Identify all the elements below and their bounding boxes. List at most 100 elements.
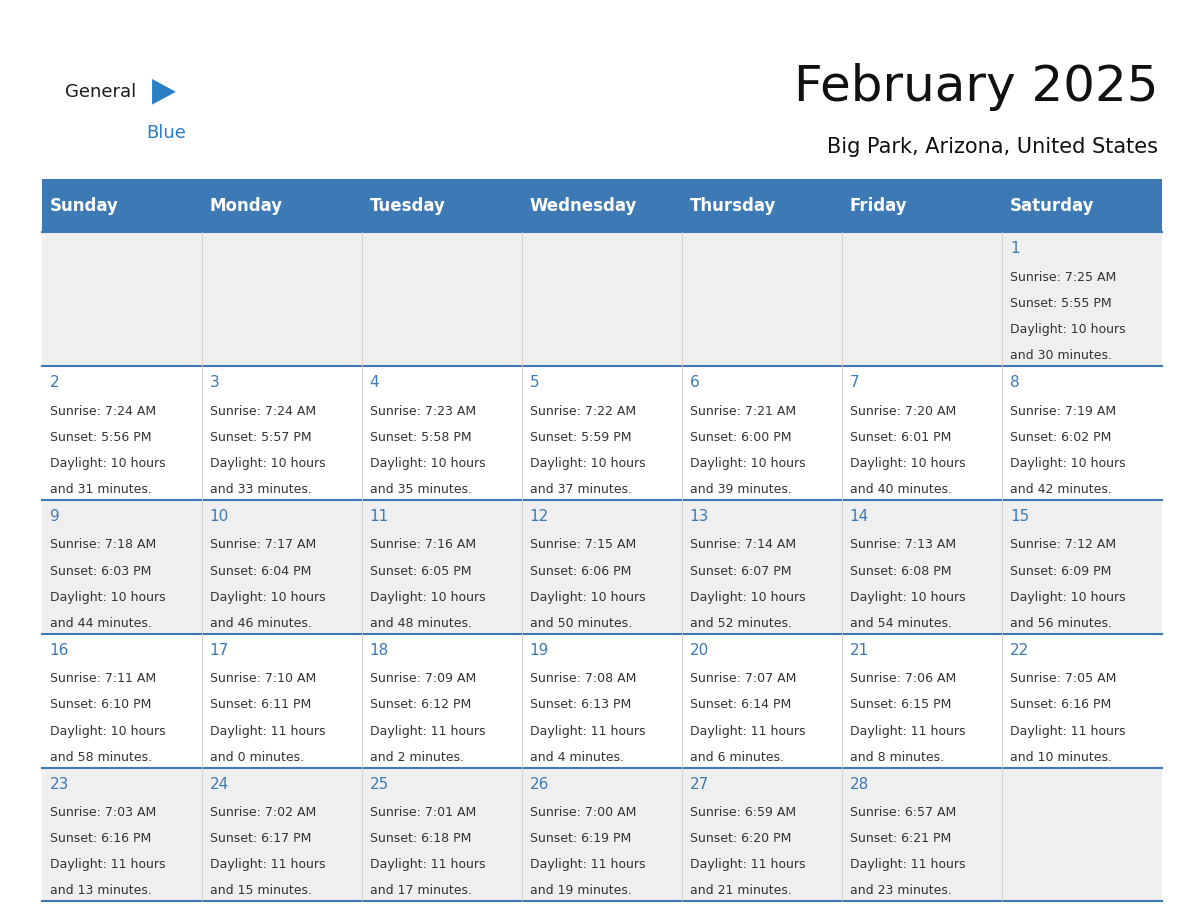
Text: Sunrise: 7:21 AM: Sunrise: 7:21 AM: [690, 405, 796, 418]
Text: Sunrise: 7:12 AM: Sunrise: 7:12 AM: [1010, 539, 1116, 552]
Text: and 35 minutes.: and 35 minutes.: [369, 483, 472, 496]
Text: 5: 5: [530, 375, 539, 390]
Text: Sunset: 6:01 PM: Sunset: 6:01 PM: [849, 431, 952, 443]
Text: Sunrise: 7:23 AM: Sunrise: 7:23 AM: [369, 405, 475, 418]
Text: Daylight: 11 hours: Daylight: 11 hours: [50, 858, 165, 871]
Text: February 2025: February 2025: [794, 63, 1158, 111]
Text: 18: 18: [369, 643, 388, 658]
Text: Sunset: 6:13 PM: Sunset: 6:13 PM: [530, 699, 631, 711]
Text: Daylight: 10 hours: Daylight: 10 hours: [530, 457, 645, 470]
Text: 20: 20: [690, 643, 709, 658]
Text: Sunrise: 7:06 AM: Sunrise: 7:06 AM: [849, 672, 956, 686]
Bar: [842, 179, 1001, 232]
Text: and 50 minutes.: and 50 minutes.: [530, 617, 632, 630]
Text: and 2 minutes.: and 2 minutes.: [369, 751, 463, 764]
Text: Sunset: 6:07 PM: Sunset: 6:07 PM: [690, 565, 791, 577]
Text: 17: 17: [209, 643, 229, 658]
Text: Sunset: 6:00 PM: Sunset: 6:00 PM: [690, 431, 791, 443]
Text: 21: 21: [849, 643, 870, 658]
Text: Saturday: Saturday: [1010, 196, 1094, 215]
Text: Sunset: 6:10 PM: Sunset: 6:10 PM: [50, 699, 151, 711]
Text: Sunset: 6:04 PM: Sunset: 6:04 PM: [209, 565, 311, 577]
Text: Daylight: 11 hours: Daylight: 11 hours: [690, 724, 805, 737]
Text: 10: 10: [209, 509, 229, 524]
Text: Daylight: 10 hours: Daylight: 10 hours: [690, 590, 805, 604]
Text: Sunrise: 7:00 AM: Sunrise: 7:00 AM: [530, 806, 636, 819]
Text: Wednesday: Wednesday: [530, 196, 637, 215]
Text: Sunset: 6:17 PM: Sunset: 6:17 PM: [209, 833, 311, 845]
Text: Sunrise: 7:16 AM: Sunrise: 7:16 AM: [369, 539, 475, 552]
Text: 9: 9: [50, 509, 59, 524]
Text: Sunset: 6:11 PM: Sunset: 6:11 PM: [209, 699, 311, 711]
Text: Daylight: 11 hours: Daylight: 11 hours: [1010, 724, 1125, 737]
Text: and 54 minutes.: and 54 minutes.: [849, 617, 952, 630]
Text: Sunrise: 7:24 AM: Sunrise: 7:24 AM: [209, 405, 316, 418]
Text: Daylight: 10 hours: Daylight: 10 hours: [530, 590, 645, 604]
Bar: [42, 179, 202, 232]
Text: and 21 minutes.: and 21 minutes.: [690, 884, 791, 898]
Text: Daylight: 10 hours: Daylight: 10 hours: [690, 457, 805, 470]
Text: 27: 27: [690, 777, 709, 792]
Text: 23: 23: [50, 777, 69, 792]
Text: Sunrise: 6:57 AM: Sunrise: 6:57 AM: [849, 806, 956, 819]
Text: and 15 minutes.: and 15 minutes.: [209, 884, 311, 898]
Text: Daylight: 10 hours: Daylight: 10 hours: [209, 457, 326, 470]
Text: 24: 24: [209, 777, 229, 792]
Text: Daylight: 11 hours: Daylight: 11 hours: [530, 724, 645, 737]
Bar: [522, 179, 682, 232]
Text: 3: 3: [209, 375, 220, 390]
Text: 4: 4: [369, 375, 379, 390]
Text: Sunset: 6:16 PM: Sunset: 6:16 PM: [50, 833, 151, 845]
Text: 6: 6: [690, 375, 700, 390]
Text: Sunrise: 7:10 AM: Sunrise: 7:10 AM: [209, 672, 316, 686]
Text: 2: 2: [50, 375, 59, 390]
Text: and 39 minutes.: and 39 minutes.: [690, 483, 791, 496]
Text: Sunrise: 7:15 AM: Sunrise: 7:15 AM: [530, 539, 636, 552]
Text: General: General: [65, 83, 137, 101]
Text: Sunrise: 6:59 AM: Sunrise: 6:59 AM: [690, 806, 796, 819]
Text: and 33 minutes.: and 33 minutes.: [209, 483, 311, 496]
Text: and 44 minutes.: and 44 minutes.: [50, 617, 151, 630]
Text: 8: 8: [1010, 375, 1019, 390]
Text: and 40 minutes.: and 40 minutes.: [849, 483, 952, 496]
Text: Sunset: 6:15 PM: Sunset: 6:15 PM: [849, 699, 952, 711]
Text: Big Park, Arizona, United States: Big Park, Arizona, United States: [827, 137, 1158, 157]
Text: Daylight: 10 hours: Daylight: 10 hours: [369, 457, 485, 470]
Text: Sunrise: 7:09 AM: Sunrise: 7:09 AM: [369, 672, 476, 686]
Text: Sunrise: 7:22 AM: Sunrise: 7:22 AM: [530, 405, 636, 418]
Text: and 13 minutes.: and 13 minutes.: [50, 884, 151, 898]
Text: Daylight: 11 hours: Daylight: 11 hours: [530, 858, 645, 871]
Text: and 46 minutes.: and 46 minutes.: [209, 617, 311, 630]
Text: Sunrise: 7:14 AM: Sunrise: 7:14 AM: [690, 539, 796, 552]
Text: Sunrise: 7:24 AM: Sunrise: 7:24 AM: [50, 405, 156, 418]
Text: Sunset: 6:05 PM: Sunset: 6:05 PM: [369, 565, 472, 577]
Text: Sunset: 6:21 PM: Sunset: 6:21 PM: [849, 833, 952, 845]
Polygon shape: [152, 79, 176, 105]
Text: 26: 26: [530, 777, 549, 792]
Text: and 23 minutes.: and 23 minutes.: [849, 884, 952, 898]
Text: and 42 minutes.: and 42 minutes.: [1010, 483, 1112, 496]
Text: Sunrise: 7:17 AM: Sunrise: 7:17 AM: [209, 539, 316, 552]
Text: Sunrise: 7:19 AM: Sunrise: 7:19 AM: [1010, 405, 1116, 418]
Text: Sunset: 6:03 PM: Sunset: 6:03 PM: [50, 565, 151, 577]
Text: and 0 minutes.: and 0 minutes.: [209, 751, 304, 764]
Text: Daylight: 11 hours: Daylight: 11 hours: [369, 858, 485, 871]
Text: Sunrise: 7:20 AM: Sunrise: 7:20 AM: [849, 405, 956, 418]
Text: and 8 minutes.: and 8 minutes.: [849, 751, 944, 764]
Text: Daylight: 10 hours: Daylight: 10 hours: [50, 457, 165, 470]
Bar: [202, 179, 361, 232]
Text: and 58 minutes.: and 58 minutes.: [50, 751, 152, 764]
Text: 11: 11: [369, 509, 388, 524]
Text: Sunrise: 7:25 AM: Sunrise: 7:25 AM: [1010, 271, 1116, 284]
Text: Sunday: Sunday: [50, 196, 119, 215]
Text: and 10 minutes.: and 10 minutes.: [1010, 751, 1112, 764]
Text: 1: 1: [1010, 241, 1019, 256]
Bar: [361, 179, 522, 232]
Text: Thursday: Thursday: [690, 196, 776, 215]
Text: Sunset: 6:20 PM: Sunset: 6:20 PM: [690, 833, 791, 845]
Text: and 31 minutes.: and 31 minutes.: [50, 483, 151, 496]
Text: Sunset: 6:02 PM: Sunset: 6:02 PM: [1010, 431, 1111, 443]
Text: Sunrise: 7:03 AM: Sunrise: 7:03 AM: [50, 806, 156, 819]
Text: Sunset: 6:18 PM: Sunset: 6:18 PM: [369, 833, 470, 845]
Text: and 30 minutes.: and 30 minutes.: [1010, 349, 1112, 362]
